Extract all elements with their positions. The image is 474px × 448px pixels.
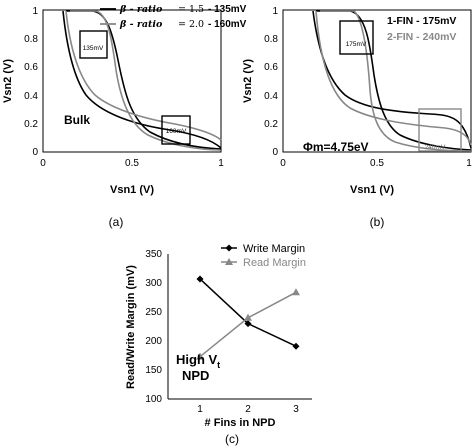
panel-b-ytick-label: 0.6: [264, 62, 278, 73]
panel-a-series-beta-1.5-curve-2: [62, 10, 222, 149]
panel-b: 1 0.8 0.6 0.4 0.2 0 0 0.5 1 Vsn1 (V) Vsn…: [242, 6, 472, 229]
panel-b-series-2fin-curve-2: [315, 10, 472, 146]
panel-b-ytick-label: 0.4: [264, 91, 278, 102]
panel-a-ytick-label: 0.2: [24, 119, 38, 130]
panel-a-legend-label-prefix: β - ratio: [119, 19, 163, 30]
panel-a-ytick-label: 0.4: [24, 91, 38, 102]
panel-a-caption: (a): [109, 215, 124, 229]
panel-a-margin-box-160: [161, 115, 191, 145]
panel-c-data-point-read: [196, 352, 204, 360]
panel-b-xtick-label: 0: [280, 158, 286, 169]
panel-c-ytick-label: 150: [145, 365, 162, 376]
panel-a-ytick-label: 0.6: [24, 62, 38, 73]
panel-b-y-axis-title: Vsn2 (V): [242, 59, 254, 103]
panel-c-data-point-write: [196, 275, 204, 283]
panel-c-xtick-label: 2: [245, 404, 251, 415]
panel-a-xtick-label: 1: [218, 158, 224, 169]
panel-c-ytick-label: 350: [145, 249, 162, 260]
panel-a-legend: β - ratio = 1.5 - 135mV β - ratio = 2.0 …: [100, 4, 247, 30]
panel-c-xticks: 1 2 3: [197, 404, 299, 415]
panel-c-annotation-npd: NPD: [182, 368, 209, 383]
panel-a-series-beta-2.0-curve-2: [65, 10, 222, 141]
panel-b-legend: 1-FIN - 175mV 2-FIN - 240mV: [387, 15, 456, 43]
panel-c-legend-entry-write: Write Margin: [243, 243, 305, 255]
panel-c-series: [196, 275, 300, 360]
panel-a-series-beta-2.0-curve-1: [70, 10, 221, 151]
panel-b-margin-box-175: [339, 20, 374, 55]
panel-c: 350 300 250 200 150 100 1 2 3 # Fins in NP…: [125, 243, 312, 446]
panel-c-legend-marker-triangle: [225, 258, 233, 265]
panel-a-plot-frame: [42, 9, 222, 153]
panel-a-ytick-label: 1: [32, 6, 38, 17]
panel-c-annotation-text: High V: [176, 352, 217, 367]
panel-a-y-axis-title: Vsn2 (V): [2, 59, 14, 103]
panel-c-data-point-read: [244, 313, 252, 321]
panel-a-ytick-label: 0.8: [24, 34, 38, 45]
panel-a-xtick-label: 0.5: [125, 158, 139, 169]
panel-a-margin-box-label: 135mV: [83, 45, 104, 52]
panel-b-series-2fin-curve-1: [320, 10, 472, 152]
panel-c-xtick-label: 3: [293, 404, 299, 415]
panel-c-data-point-write: [244, 320, 252, 328]
panel-c-series-line-write-margin: [199, 278, 297, 347]
panel-c-data-point-write: [292, 342, 300, 350]
panel-c-legend-entry-read: Read Margin: [243, 257, 306, 269]
panel-b-legend-entry-2fin: 2-FIN - 240mV: [387, 31, 456, 43]
panel-c-legend: Write Margin Read Margin: [221, 243, 306, 269]
panel-c-data-point-read: [292, 288, 300, 296]
panel-c-x-axis-title: # Fins in NPD: [205, 417, 276, 429]
panel-b-ytick-label: 0: [272, 147, 278, 158]
panel-c-annotation-subscript: t: [217, 360, 220, 370]
panel-c-annotation-high-vt: High Vt: [176, 352, 220, 370]
panel-a-legend-ratio: = 2.0: [178, 19, 204, 30]
panel-a-margin-box-label: 160mV: [166, 128, 187, 135]
panel-b-ytick-label: 0.2: [264, 119, 278, 130]
panel-a-margin-box-135: [79, 30, 108, 59]
panel-b-margin-box-label: 240mV: [425, 144, 446, 151]
panel-c-legend-marker-diamond: [225, 244, 233, 252]
panel-b-margin-box-240: [418, 108, 462, 152]
panel-a-x-axis-title: Vsn1 (V): [110, 184, 154, 196]
panel-b-margin-box-label: 175mV: [346, 41, 367, 48]
panel-b-legend-entry-1fin: 1-FIN - 175mV: [387, 15, 456, 27]
panel-b-xtick-label: 1: [466, 158, 472, 169]
panel-a-legend-margin: - 135mV: [208, 4, 247, 15]
panel-c-ytick-label: 300: [145, 278, 162, 289]
panel-a-legend-label-prefix: β - ratio: [119, 4, 163, 15]
panel-a-series-beta-1.5-curve-1: [66, 10, 222, 150]
panel-c-caption: (c): [225, 432, 239, 446]
panel-b-plot-frame: [282, 9, 472, 153]
panel-c-ytick-label: 250: [145, 307, 162, 318]
panel-a-legend-ratio: = 1.5: [178, 4, 204, 15]
panel-a-legend-margin: - 160mV: [208, 19, 247, 30]
panel-c-ytick-label: 100: [145, 394, 162, 405]
panel-a: 1 0.8 0.6 0.4 0.2 0 0 0.5 1 Vsn1 (V) Vsn…: [2, 4, 247, 229]
panel-c-y-axis-title: Read/Write Margin (mV): [125, 265, 137, 389]
panel-b-xtick-label: 0.5: [370, 158, 384, 169]
panel-b-ytick-label: 0.8: [264, 34, 278, 45]
panel-b-ytick-label: 1: [272, 6, 278, 17]
panel-b-caption: (b): [370, 215, 385, 229]
panel-c-ytick-label: 200: [145, 336, 162, 347]
panel-b-series-1fin-curve-1: [316, 10, 472, 151]
panel-b-annotation-work-function: Φm=4.75eV: [303, 140, 369, 154]
panel-b-x-axis-title: Vsn1 (V): [350, 184, 394, 196]
panel-c-xtick-label: 1: [197, 404, 203, 415]
panel-a-annotation-bulk: Bulk: [64, 113, 90, 127]
panel-a-ytick-label: 0: [32, 147, 38, 158]
panel-a-xtick-label: 0: [40, 158, 46, 169]
